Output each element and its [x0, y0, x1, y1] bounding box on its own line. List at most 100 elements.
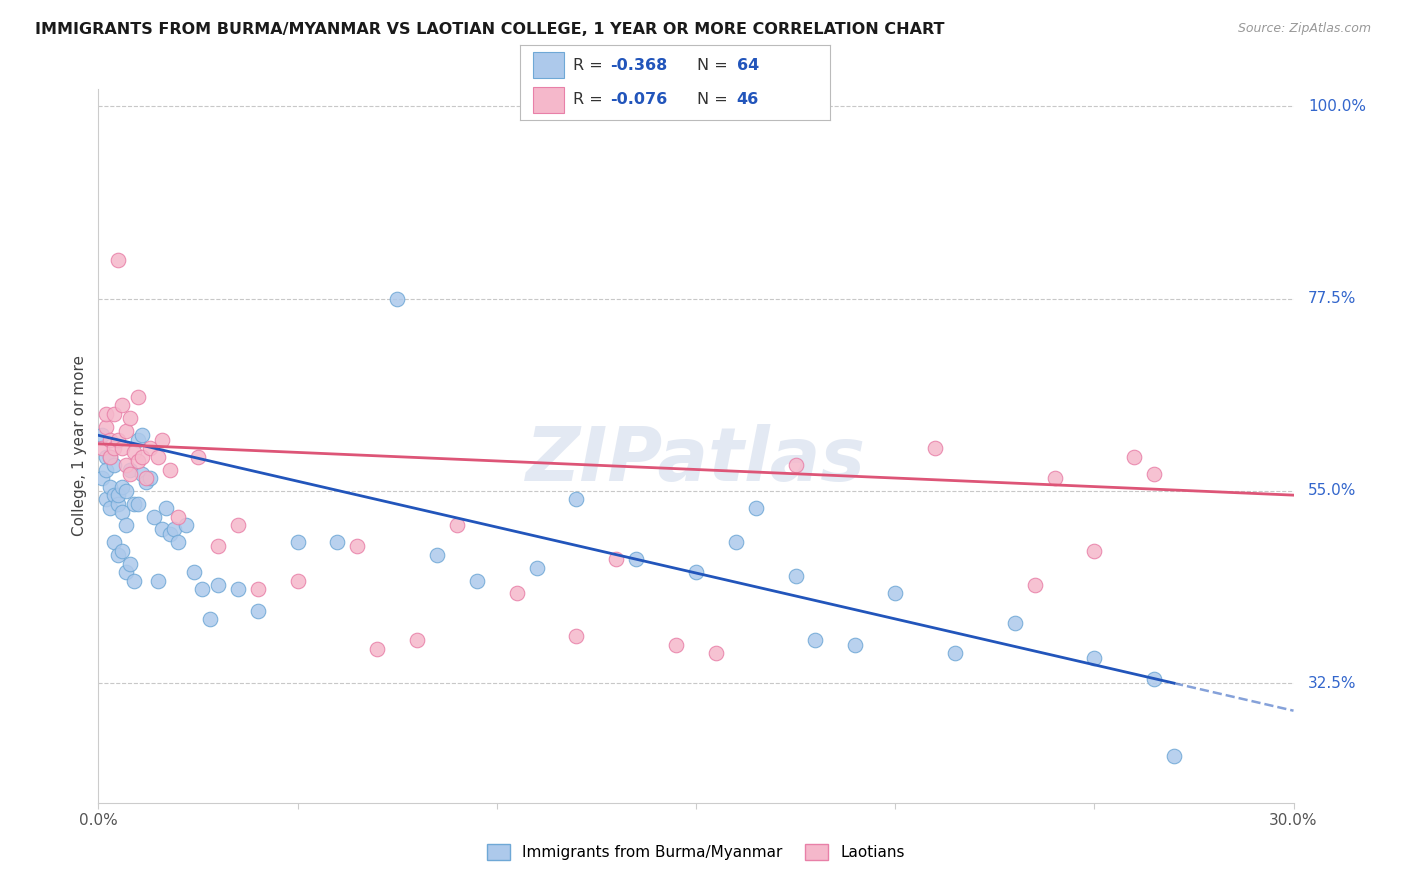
Point — [804, 633, 827, 648]
Point — [605, 552, 627, 566]
Text: 64: 64 — [737, 58, 759, 72]
Point — [103, 407, 125, 421]
Text: N =: N = — [696, 93, 733, 107]
Point — [135, 475, 157, 490]
Point — [96, 450, 118, 464]
Text: -0.076: -0.076 — [610, 93, 668, 107]
Point — [745, 500, 768, 515]
Point — [135, 471, 157, 485]
Text: 100.0%: 100.0% — [1308, 99, 1365, 114]
Point — [111, 441, 134, 455]
Point — [107, 497, 129, 511]
Point — [120, 557, 142, 571]
Text: R =: R = — [572, 93, 607, 107]
Point — [103, 441, 125, 455]
Point — [406, 633, 429, 648]
Point — [1024, 578, 1046, 592]
Point — [198, 612, 221, 626]
Point — [91, 441, 114, 455]
Point — [127, 433, 149, 447]
Point — [226, 582, 249, 596]
Point — [107, 253, 129, 268]
Bar — [533, 52, 564, 78]
Point — [91, 428, 114, 442]
Point — [155, 500, 177, 515]
Point — [506, 586, 529, 600]
Point — [143, 509, 166, 524]
Point — [1083, 650, 1105, 665]
Point — [103, 488, 125, 502]
Point — [98, 480, 122, 494]
Point — [191, 582, 214, 596]
Text: Source: ZipAtlas.com: Source: ZipAtlas.com — [1237, 22, 1371, 36]
Point — [96, 492, 118, 507]
Point — [207, 540, 229, 554]
Point — [565, 492, 588, 507]
Text: R =: R = — [572, 58, 607, 72]
Bar — [533, 87, 564, 112]
Point — [174, 518, 197, 533]
Point — [111, 480, 134, 494]
Point — [167, 535, 190, 549]
Point — [246, 582, 269, 596]
Point — [924, 441, 946, 455]
Point — [884, 586, 907, 600]
Point — [724, 535, 747, 549]
Point — [107, 548, 129, 562]
Point — [785, 458, 807, 473]
Point — [163, 522, 186, 536]
Point — [565, 629, 588, 643]
Point — [287, 574, 309, 588]
Point — [124, 574, 146, 588]
Text: ZIPatlas: ZIPatlas — [526, 424, 866, 497]
Point — [111, 398, 134, 412]
Point — [139, 441, 162, 455]
Legend: Immigrants from Burma/Myanmar, Laotians: Immigrants from Burma/Myanmar, Laotians — [481, 838, 911, 866]
Point — [127, 454, 149, 468]
Point — [98, 450, 122, 464]
Point — [120, 467, 142, 481]
Text: IMMIGRANTS FROM BURMA/MYANMAR VS LAOTIAN COLLEGE, 1 YEAR OR MORE CORRELATION CHA: IMMIGRANTS FROM BURMA/MYANMAR VS LAOTIAN… — [35, 22, 945, 37]
Point — [1163, 748, 1185, 763]
Point — [124, 445, 146, 459]
Point — [103, 458, 125, 473]
Point — [115, 424, 138, 438]
Point — [446, 518, 468, 533]
Point — [127, 497, 149, 511]
Point — [96, 419, 118, 434]
Point — [704, 646, 727, 660]
Text: N =: N = — [696, 58, 733, 72]
Point — [207, 578, 229, 592]
Point — [665, 638, 688, 652]
Point — [183, 565, 205, 579]
Point — [115, 458, 138, 473]
Point — [131, 450, 153, 464]
Point — [148, 450, 170, 464]
Point — [115, 518, 138, 533]
Point — [127, 390, 149, 404]
Point — [98, 433, 122, 447]
Point — [115, 565, 138, 579]
Point — [246, 603, 269, 617]
Point — [131, 467, 153, 481]
Point — [1123, 450, 1146, 464]
Point — [1143, 467, 1166, 481]
Point — [366, 642, 388, 657]
Point — [385, 292, 409, 306]
Point — [98, 450, 122, 464]
Point — [159, 526, 181, 541]
Point — [107, 488, 129, 502]
Point — [111, 543, 134, 558]
Text: 77.5%: 77.5% — [1308, 291, 1357, 306]
Point — [131, 428, 153, 442]
Point — [91, 471, 114, 485]
Point — [115, 483, 138, 498]
Point — [844, 638, 866, 652]
Point — [103, 535, 125, 549]
Text: -0.368: -0.368 — [610, 58, 668, 72]
Point — [1083, 543, 1105, 558]
Point — [943, 646, 966, 660]
Text: 55.0%: 55.0% — [1308, 483, 1357, 499]
Point — [139, 471, 162, 485]
Point — [346, 540, 368, 554]
